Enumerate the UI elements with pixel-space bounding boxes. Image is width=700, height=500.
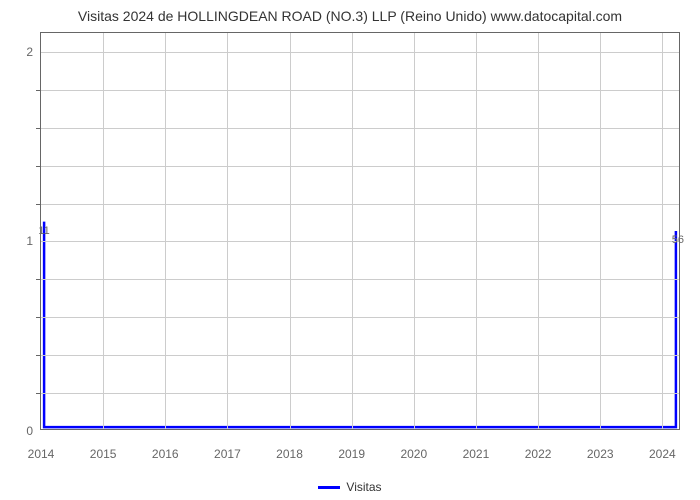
y-tick-label: 1	[26, 234, 41, 248]
legend-item-visitas: Visitas	[318, 480, 381, 494]
y-tick-label: 0	[26, 424, 41, 438]
chart-container: Visitas 2024 de HOLLINGDEAN ROAD (NO.3) …	[0, 0, 700, 500]
x-tick-label: 2017	[214, 429, 241, 461]
x-tick-label: 2024	[649, 429, 676, 461]
gridline-h	[41, 317, 679, 318]
gridline-h	[41, 279, 679, 280]
legend: Visitas	[0, 476, 700, 495]
gridline-v	[103, 33, 104, 429]
gridline-v	[165, 33, 166, 429]
point-label: 11	[38, 225, 49, 237]
x-tick-label: 2015	[90, 429, 117, 461]
x-tick-label: 2016	[152, 429, 179, 461]
y-minor-tick	[36, 317, 41, 318]
gridline-v	[414, 33, 415, 429]
y-minor-tick	[36, 279, 41, 280]
legend-label: Visitas	[346, 480, 381, 494]
chart-title: Visitas 2024 de HOLLINGDEAN ROAD (NO.3) …	[0, 0, 700, 24]
gridline-h	[41, 241, 679, 242]
gridline-h	[41, 128, 679, 129]
y-minor-tick	[36, 204, 41, 205]
point-label: 56	[672, 234, 684, 246]
gridline-v	[476, 33, 477, 429]
gridline-h	[41, 204, 679, 205]
gridline-v	[352, 33, 353, 429]
x-tick-label: 2022	[525, 429, 552, 461]
gridline-h	[41, 52, 679, 53]
y-minor-tick	[36, 128, 41, 129]
x-tick-label: 2019	[338, 429, 365, 461]
x-tick-label: 2018	[276, 429, 303, 461]
gridline-v	[662, 33, 663, 429]
gridline-v	[290, 33, 291, 429]
plot-area: 2014201520162017201820192020202120222023…	[40, 32, 680, 430]
gridline-v	[227, 33, 228, 429]
y-tick-label: 2	[26, 45, 41, 59]
data-line	[41, 33, 679, 429]
gridline-v	[538, 33, 539, 429]
y-minor-tick	[36, 393, 41, 394]
gridline-h	[41, 90, 679, 91]
x-tick-label: 2020	[400, 429, 427, 461]
gridline-v	[600, 33, 601, 429]
gridline-h	[41, 393, 679, 394]
x-tick-label: 2021	[463, 429, 490, 461]
gridline-h	[41, 355, 679, 356]
y-minor-tick	[36, 166, 41, 167]
series-line	[44, 222, 676, 428]
y-minor-tick	[36, 90, 41, 91]
x-tick-label: 2023	[587, 429, 614, 461]
gridline-h	[41, 166, 679, 167]
y-minor-tick	[36, 355, 41, 356]
legend-swatch	[318, 486, 340, 489]
